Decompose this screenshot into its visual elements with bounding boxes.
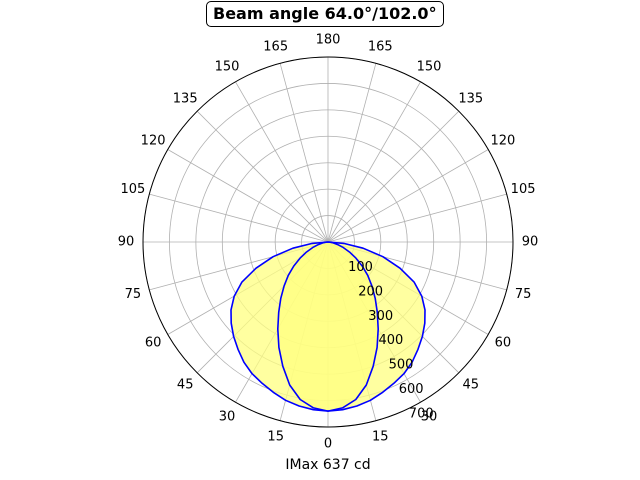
angular-gridline — [235, 81, 329, 243]
angle-tick-label: 15 — [372, 430, 389, 445]
angle-tick-label: 45 — [177, 377, 194, 392]
series-2-fill — [277, 242, 379, 412]
angular-gridline — [196, 110, 329, 243]
radial-tick-label: 600 — [399, 382, 424, 397]
radial-tick-label: 300 — [368, 309, 393, 324]
angle-tick-label: 90 — [522, 235, 539, 250]
angular-gridline — [327, 63, 377, 243]
distribution-curves — [230, 241, 426, 412]
radial-tick-label: 200 — [358, 284, 383, 299]
angle-tick-label: 105 — [120, 182, 145, 197]
angular-gridline — [327, 81, 421, 243]
radial-tick-label: 100 — [348, 260, 373, 275]
angle-tick-label: 180 — [316, 33, 341, 48]
angle-tick-label: 135 — [458, 92, 483, 107]
angle-tick-label: 0 — [324, 437, 332, 452]
angular-gridline — [327, 149, 489, 243]
angular-gridline — [327, 193, 507, 243]
angle-tick-label: 150 — [417, 60, 442, 75]
angle-tick-label: 75 — [125, 287, 142, 302]
chart-title: Beam angle 64.0°/102.0° — [206, 1, 444, 27]
distribution-fill — [231, 242, 425, 412]
x-axis-label: IMax 637 cd — [285, 457, 371, 473]
angle-tick-label: 165 — [368, 39, 393, 54]
angle-tick-label: 60 — [495, 336, 512, 351]
angle-tick-label: 105 — [511, 182, 536, 197]
angle-tick-label: 30 — [421, 409, 438, 424]
angle-tick-label: 15 — [267, 430, 284, 445]
radial-tick-label: 700 — [409, 406, 434, 421]
angle-tick-label: 75 — [515, 287, 532, 302]
angle-tick-label: 120 — [490, 134, 515, 149]
angular-gridline — [167, 149, 329, 243]
angle-tick-label: 135 — [173, 92, 198, 107]
tick-labels: 0 15 30 45 60 75 90 105 120 135 150 165 180 15 30 45 60 7… — [118, 33, 539, 452]
angular-gridline — [149, 193, 329, 243]
angle-tick-label: 60 — [145, 336, 162, 351]
angle-tick-label: 90 — [118, 235, 135, 250]
angle-tick-label: 120 — [141, 134, 166, 149]
angle-tick-label: 150 — [215, 60, 240, 75]
radial-tick-label: 400 — [379, 333, 404, 348]
radial-tick-label: 500 — [389, 358, 414, 373]
angular-gridline — [279, 63, 329, 243]
angle-tick-label: 165 — [263, 39, 288, 54]
angular-gridline — [327, 110, 460, 243]
polar-outer-ring — [142, 56, 514, 428]
polar-frame — [142, 56, 514, 428]
series-2-curve — [277, 241, 379, 412]
angle-tick-label: 45 — [463, 377, 480, 392]
angle-tick-label: 30 — [219, 409, 236, 424]
